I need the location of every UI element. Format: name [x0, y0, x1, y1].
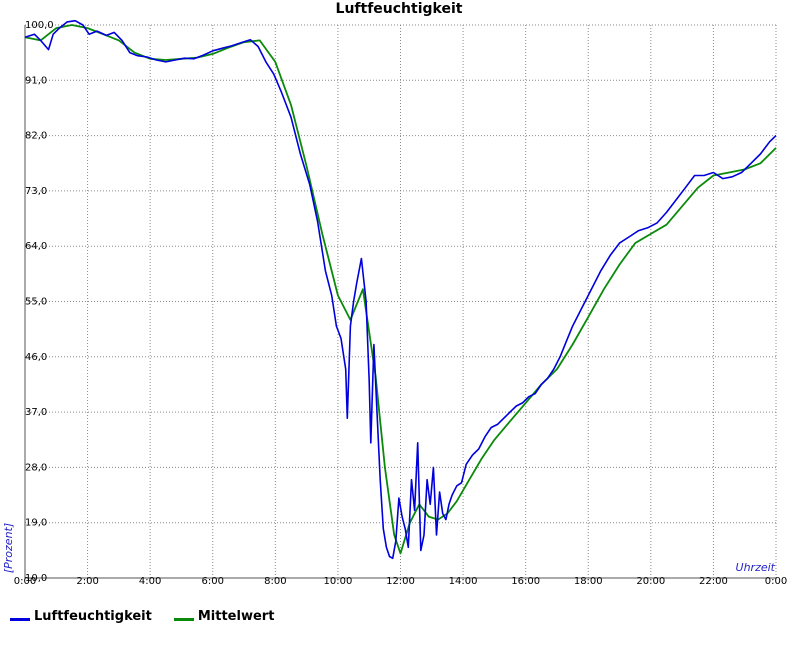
y-tick-label: 73,0 [25, 186, 47, 197]
x-tick-label: 12:00 [386, 576, 415, 587]
x-tick-label: 4:00 [139, 576, 161, 587]
y-tick-label: 82,0 [25, 131, 47, 142]
x-tick-label: 0:00 [14, 576, 36, 587]
y-tick-label: 10,0 [25, 573, 47, 584]
legend-item-mittelwert: Mittelwert [173, 609, 275, 624]
y-tick-label: 19,0 [25, 518, 47, 529]
x-tick-label: 20:00 [636, 576, 665, 587]
y-tick-label: 64,0 [25, 241, 47, 252]
legend-label-luftfeuchtigkeit: Luftfeuchtigkeit [34, 609, 152, 624]
x-axis: 0:00 2:00 4:00 6:00 8:00 10:00 12:00 14:00 16:00… [14, 576, 787, 587]
chart-title: Luftfeuchtigkeit [336, 1, 463, 17]
series-layer [24, 19, 777, 560]
x-axis-label: Uhrzeit [736, 561, 776, 574]
x-tick-label: 6:00 [202, 576, 224, 587]
legend-swatch-luftfeuchtigkeit [10, 618, 30, 621]
y-tick-label: 100,0 [25, 20, 54, 31]
x-tick-label: 10:00 [324, 576, 353, 587]
x-tick-label: 14:00 [449, 576, 478, 587]
series-line-luftfeuchtigkeit [24, 19, 777, 560]
grid [24, 24, 777, 579]
series-line-mittelwert [24, 24, 777, 555]
plot-frame [24, 25, 776, 579]
x-tick-label: 0:00 [765, 576, 787, 587]
y-tick-label: 37,0 [25, 407, 47, 418]
x-tick-label: 16:00 [511, 576, 540, 587]
legend-label-mittelwert: Mittelwert [197, 609, 275, 624]
x-tick-label: 2:00 [76, 576, 98, 587]
x-tick-label: 22:00 [699, 576, 728, 587]
y-axis-label: [Prozent] [2, 523, 15, 573]
x-tick-label: 8:00 [264, 576, 286, 587]
y-axis: 10,0 19,0 28,0 37,0 46,0 55,0 64,0 73,0 82,0 91,0… [25, 20, 54, 584]
legend-swatch-mittelwert [173, 618, 194, 621]
legend-item-luftfeuchtigkeit: Luftfeuchtigkeit [10, 609, 152, 624]
x-tick-label: 18:00 [574, 576, 603, 587]
legend: Luftfeuchtigkeit Mittelwert [10, 609, 274, 624]
y-tick-label: 46,0 [25, 352, 47, 363]
y-tick-label: 91,0 [25, 75, 47, 86]
y-tick-label: 55,0 [25, 297, 47, 308]
y-tick-label: 28,0 [25, 462, 47, 473]
